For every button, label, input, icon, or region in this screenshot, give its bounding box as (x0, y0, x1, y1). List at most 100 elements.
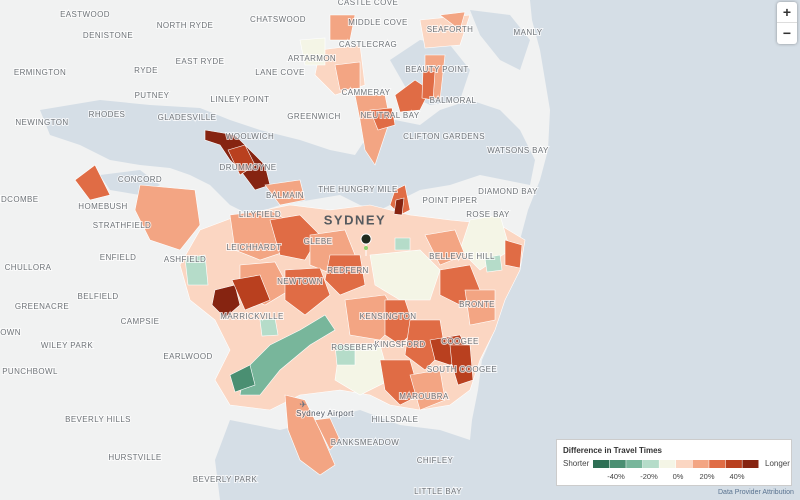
place-label: NEWTOWN (277, 277, 323, 286)
legend-swatch (742, 460, 759, 468)
place-label: BALMORAL (430, 96, 477, 105)
place-label: GREENACRE (15, 302, 69, 311)
place-label: PUTNEY (135, 91, 170, 100)
legend-swatch (609, 460, 626, 468)
legend-tick-label: 20% (699, 472, 714, 481)
place-label: LITTLE BAY (414, 487, 462, 496)
place-label: LEICHHARDT (226, 243, 281, 252)
place-label: BEVERLY PARK (193, 475, 258, 484)
place-label: KENSINGTON (360, 312, 417, 321)
place-label: WILEY PARK (41, 341, 93, 350)
legend-swatch (642, 460, 659, 468)
place-label: GLADESVILLE (158, 113, 217, 122)
place-label: SEAFORTH (427, 25, 474, 34)
place-label: CAMPSIE (121, 317, 160, 326)
place-label: BELFIELD (78, 292, 119, 301)
place-label: BANKSMEADOW (331, 438, 399, 447)
travel-regions (74, 11, 526, 476)
place-label: STRATHFIELD (93, 221, 151, 230)
place-label: BRONTE (459, 300, 495, 309)
place-label: DENISTONE (83, 31, 133, 40)
place-label: CHATSWOOD (250, 15, 306, 24)
legend-swatch (593, 460, 610, 468)
legend-swatch (626, 460, 643, 468)
zoom-control: + − (777, 2, 797, 44)
attribution: Data Provider Attribution (718, 489, 794, 496)
place-label: MIDDLE COVE (348, 18, 408, 27)
legend-low: Shorter (563, 459, 590, 468)
place-label: DRUMMOYNE (220, 163, 277, 172)
place-label: CHIFLEY (417, 456, 454, 465)
place-label: BELLEVUE HILL (429, 252, 495, 261)
legend-swatch (692, 460, 709, 468)
place-label: CONCORD (118, 175, 162, 184)
place-label: HOMEBUSH (78, 202, 127, 211)
place-label: BALMAIN (266, 191, 304, 200)
legend-swatch (709, 460, 726, 468)
location-pin (360, 233, 372, 257)
place-label: RHODES (89, 110, 126, 119)
place-label: DIAMOND BAY (478, 187, 538, 196)
legend-high: Longer (765, 459, 790, 468)
place-label: EARLWOOD (163, 352, 212, 361)
legend-swatch (725, 460, 742, 468)
place-label: WATSONS BAY (487, 146, 549, 155)
place-label: MARRICKVILLE (220, 312, 283, 321)
place-label: REDFERN (327, 266, 368, 275)
place-label: LIDCOMBE (0, 195, 39, 204)
place-label: GLEBE (304, 237, 333, 246)
location-pin-dot (364, 246, 368, 250)
legend-swatches: -40% -20% 0% 20% 40% (593, 460, 759, 481)
legend-title: Difference in Travel Times (563, 446, 663, 455)
legend-canvas: Difference in Travel Times Shorter Longe… (563, 446, 790, 481)
place-label: EASTWOOD (60, 10, 110, 19)
zoom-in[interactable]: + (777, 2, 797, 23)
place-label: NEWINGTON (15, 118, 68, 127)
place-label: PUNCHBOWL (2, 367, 58, 376)
place-label: MANLY (514, 28, 543, 37)
water (40, 0, 800, 500)
place-label: GREENWICH (287, 112, 340, 121)
legend-swatch (676, 460, 693, 468)
place-label: TOWN (0, 328, 21, 337)
place-label: ASHFIELD (164, 255, 206, 264)
zoom-out[interactable]: − (782, 25, 792, 41)
place-label: LINLEY POINT (211, 95, 270, 104)
airport-label: Sydney Airport (296, 409, 354, 418)
place-label: CLIFTON GARDENS (403, 132, 485, 141)
place-label: ARTARMON (288, 54, 336, 63)
place-label: RYDE (134, 66, 158, 75)
place-label: ERMINGTON (14, 68, 66, 77)
place-label: LILYFIELD (239, 210, 281, 219)
place-label: BEVERLY HILLS (65, 415, 131, 424)
airport-icon: ✈ (299, 399, 307, 409)
legend-swatch (659, 460, 676, 468)
place-label: HILLSDALE (372, 415, 419, 424)
legend-tick-label: -20% (640, 472, 658, 481)
place-label: SOUTH COOGEE (427, 365, 497, 374)
place-label: NEUTRAL BAY (360, 111, 419, 120)
place-label: POINT PIPER (423, 196, 478, 205)
place-labels: EASTWOOD NORTH RYDE CHATSWOOD CASTLE COVE MI… (0, 0, 550, 497)
place-label: MAROUBRA (399, 392, 449, 401)
place-label: NORTH RYDE (157, 21, 214, 30)
place-label: CHULLORA (5, 263, 52, 272)
city-label: SYDNEY (324, 212, 386, 227)
place-label: ROSE BAY (466, 210, 510, 219)
place-label: THE HUNGRY MILE (318, 185, 398, 194)
place-label: CASTLE COVE (338, 0, 398, 7)
place-label: HURSTVILLE (108, 453, 161, 462)
legend-tick-label: -40% (607, 472, 625, 481)
place-label: CAMMERAY (342, 88, 391, 97)
place-label: WOOLWICH (226, 132, 274, 141)
place-label: BEAUTY POINT (405, 65, 468, 74)
legend-tick-label: 0% (673, 472, 684, 481)
place-label: EAST RYDE (176, 57, 225, 66)
place-label: LANE COVE (255, 68, 304, 77)
place-label: COOGEE (441, 337, 479, 346)
place-label: ENFIELD (100, 253, 137, 262)
place-label: KINGSFORD (374, 340, 425, 349)
legend: Difference in Travel Times Shorter Longe… (556, 439, 792, 486)
